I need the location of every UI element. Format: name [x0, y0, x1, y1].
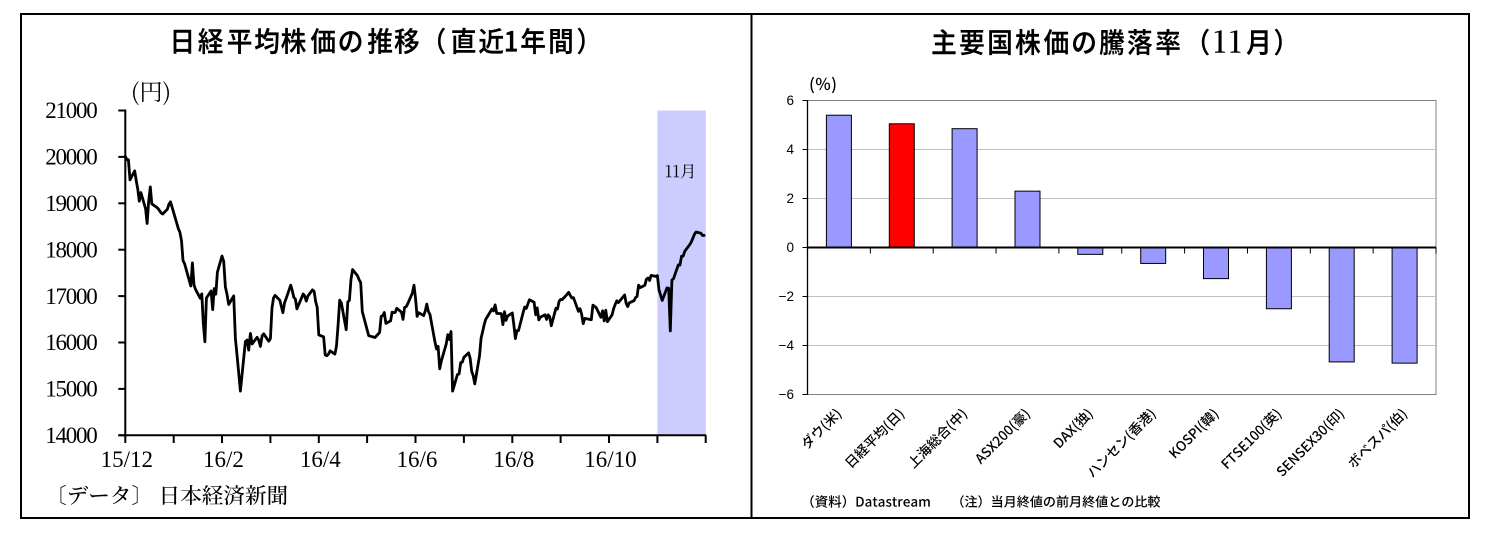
svg-text:16000: 16000 — [45, 330, 97, 355]
svg-text:16/4: 16/4 — [300, 447, 341, 472]
svg-text:20000: 20000 — [45, 145, 97, 170]
svg-text:0: 0 — [786, 240, 794, 255]
svg-text:−4: −4 — [779, 338, 795, 353]
svg-text:16/10: 16/10 — [584, 447, 636, 472]
svg-text:2: 2 — [786, 191, 794, 206]
svg-text:4: 4 — [786, 142, 794, 157]
svg-text:14000: 14000 — [45, 423, 97, 448]
svg-text:19000: 19000 — [45, 191, 97, 216]
svg-text:16/2: 16/2 — [203, 447, 244, 472]
svg-text:15/12: 15/12 — [101, 447, 153, 472]
svg-text:6: 6 — [786, 93, 794, 108]
svg-text:17000: 17000 — [45, 284, 97, 309]
svg-text:−2: −2 — [779, 289, 794, 304]
svg-text:−6: −6 — [779, 387, 794, 402]
svg-text:16/8: 16/8 — [493, 447, 534, 472]
svg-text:21000: 21000 — [45, 98, 97, 123]
svg-text:16/6: 16/6 — [397, 447, 438, 472]
svg-text:15000: 15000 — [45, 377, 97, 402]
svg-text:18000: 18000 — [45, 237, 97, 262]
